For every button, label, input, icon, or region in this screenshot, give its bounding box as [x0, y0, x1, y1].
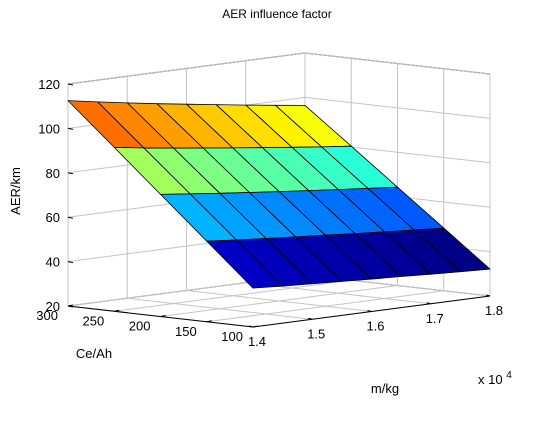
z-axis-label: AER/km — [8, 167, 23, 215]
z-tick-label: 80 — [46, 166, 60, 181]
tick-mark — [308, 317, 313, 320]
y-tick-label: 200 — [129, 319, 151, 334]
x-tick-label: 1.6 — [366, 319, 384, 334]
tick-mark — [67, 261, 74, 264]
tick-mark — [67, 216, 74, 219]
z-tick-label: 60 — [46, 210, 60, 225]
x-tick-label: 1.8 — [485, 303, 503, 318]
y-tick-label: 100 — [221, 329, 243, 344]
tick-mark — [248, 325, 254, 328]
x-tick-label: 1.7 — [426, 311, 444, 326]
x-multiplier-exponent: 4 — [506, 370, 512, 381]
chart-title: AER influence factor — [222, 7, 331, 21]
tick-mark — [367, 310, 372, 312]
axes-box-edges — [67, 83, 491, 328]
surface-mesh — [67, 100, 491, 289]
x-axis-label: m/kg — [371, 381, 399, 396]
tick-mark — [67, 305, 74, 308]
x-axis-multiplier: x 10 4 — [478, 370, 512, 387]
tick-mark — [114, 309, 120, 312]
grid-line-y-floor — [160, 285, 398, 317]
surface-patch — [206, 239, 284, 289]
tick-mark — [67, 83, 74, 86]
tick-mark — [206, 320, 212, 323]
tick-mark — [426, 302, 431, 305]
y-tick-label: 150 — [175, 324, 197, 339]
tick-mark — [67, 172, 74, 175]
grid-line-y-floor — [206, 290, 444, 323]
z-tick-label: 40 — [46, 255, 60, 270]
y-axis-label: Ce/Ah — [76, 346, 112, 361]
z-tick-label: 100 — [38, 121, 60, 136]
grid-line-y-floor — [114, 279, 352, 312]
x-tick-label: 1.4 — [248, 334, 266, 349]
y-tick-label: 300 — [36, 308, 58, 323]
z-tick-label: 120 — [38, 77, 60, 92]
x-multiplier-base: x 10 — [478, 372, 503, 387]
tick-mark — [252, 325, 259, 328]
tick-mark — [67, 127, 74, 130]
x-tick-label: 1.5 — [307, 326, 325, 341]
y-tick-label: 250 — [83, 313, 105, 328]
z-tick-label: 20 — [46, 299, 60, 314]
tick-mark — [160, 315, 166, 317]
tick-mark — [485, 294, 491, 297]
